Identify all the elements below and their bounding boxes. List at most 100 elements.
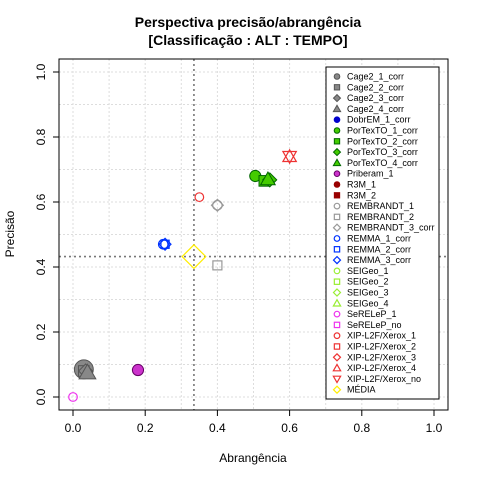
- legend-entry: XIP-L2F/Xerox_2: [333, 342, 416, 352]
- legend-marker: [333, 321, 341, 329]
- legend-entry: REMMA_2_corr: [333, 244, 411, 254]
- chart-subtitle: [Classificação : ALT : TEMPO]: [148, 32, 347, 48]
- legend-entry: R3M_1: [333, 180, 376, 190]
- data-point: [78, 363, 97, 380]
- legend-label: SeRELeP_1: [347, 309, 397, 319]
- x-tick-label: 0.4: [209, 421, 226, 435]
- x-tick-label: 0.2: [137, 421, 154, 435]
- chart-title: Perspectiva precisão/abrangência: [135, 14, 362, 30]
- legend-marker: [332, 147, 342, 157]
- legend-entry: SeRELeP_no: [333, 320, 402, 330]
- legend-marker: [333, 73, 341, 80]
- legend-entry: DobrEM_1_corr: [333, 115, 411, 125]
- legend-box: [325, 66, 440, 400]
- legend-marker: [333, 213, 341, 221]
- legend-entry: Cage2_4_corr: [332, 104, 404, 114]
- legend-entry: PorTexTO_1_corr: [333, 126, 418, 136]
- y-tick-label: 0.8: [34, 128, 48, 145]
- legend-entry: MÉDIA: [332, 385, 376, 395]
- legend-marker: [333, 84, 341, 91]
- data-point: [259, 170, 277, 186]
- legend-label: PorTexTO_2_corr: [347, 136, 418, 146]
- x-tick-label: 0.6: [281, 421, 298, 435]
- data-point: [68, 392, 78, 402]
- data-point: [212, 260, 223, 271]
- legend-marker: [333, 343, 341, 350]
- x-tick-label: 1.0: [426, 421, 443, 435]
- legend-label: SEIGeo_1: [347, 266, 389, 276]
- legend-entry: REMBRANDT_3_corr: [332, 223, 435, 233]
- legend-marker: [333, 181, 341, 188]
- legend-entry: XIP-L2F/Xerox_1: [333, 331, 416, 341]
- legend-label: XIP-L2F/Xerox_3: [347, 352, 416, 362]
- legend-entry: Cage2_3_corr: [332, 93, 404, 103]
- legend-label: PorTexTO_1_corr: [347, 126, 418, 136]
- legend-marker: [332, 385, 342, 395]
- legend-marker: [333, 278, 341, 285]
- legend-entry: Priberam_1: [333, 169, 394, 179]
- legend-label: XIP-L2F/Xerox_1: [347, 331, 416, 341]
- legend-entry: SEIGeo_2: [333, 277, 389, 287]
- legend-marker: [333, 138, 341, 145]
- legend-label: REMMA_1_corr: [347, 234, 411, 244]
- legend-label: PorTexTO_4_corr: [347, 158, 418, 168]
- legend-label: REMBRANDT_2: [347, 212, 414, 222]
- legend-entry: XIP-L2F/Xerox_3: [332, 352, 416, 362]
- legend-label: REMBRANDT_3_corr: [347, 223, 435, 233]
- data-point: [131, 363, 145, 377]
- y-tick-label: 1.0: [34, 63, 48, 80]
- x-axis-label: Abrangência: [219, 451, 287, 465]
- legend-entry: REMBRANDT_1: [333, 201, 414, 211]
- y-tick-label: 0.0: [34, 388, 48, 405]
- x-tick-label: 0.8: [353, 421, 370, 435]
- legend-label: XIP-L2F/Xerox_4: [347, 363, 416, 373]
- legend-label: R3M_2: [347, 190, 376, 200]
- legend-label: MÉDIA: [347, 385, 376, 395]
- legend-label: Cage2_2_corr: [347, 82, 404, 92]
- legend-entry: Cage2_2_corr: [333, 82, 404, 92]
- y-tick-label: 0.6: [34, 193, 48, 210]
- legend-marker: [332, 93, 342, 103]
- x-tick-label: 0.0: [65, 421, 82, 435]
- legend-marker: [332, 352, 342, 362]
- legend-entry: R3M_2: [333, 190, 376, 200]
- legend-label: Cage2_1_corr: [347, 72, 404, 82]
- legend-label: REMBRANDT_1: [347, 201, 414, 211]
- legend-label: SEIGeo_4: [347, 298, 389, 308]
- data-point: [160, 239, 170, 249]
- legend-entry: SEIGeo_1: [333, 266, 389, 276]
- legend-marker: [332, 104, 342, 113]
- legend-marker: [332, 255, 342, 265]
- legend-marker: [332, 298, 342, 307]
- legend-entry: XIP-L2F/Xerox_no: [332, 374, 421, 384]
- legend-marker: [332, 288, 342, 297]
- x-axis: 0.0 0.2 0.4 0.6 0.8 1.0: [65, 409, 443, 435]
- reference-lines: [59, 59, 448, 410]
- legend-marker: [332, 158, 342, 167]
- legend-label: REMMA_3_corr: [347, 255, 411, 265]
- legend-label: Cage2_3_corr: [347, 93, 404, 103]
- legend-marker: [333, 246, 341, 253]
- legend-entry: SeRELeP_1: [333, 309, 397, 319]
- data-point-average: [181, 243, 207, 270]
- legend-entry: Cage2_1_corr: [333, 72, 404, 82]
- y-axis-label: Precisão: [3, 210, 17, 257]
- legend-label: Cage2_4_corr: [347, 104, 404, 114]
- legend-label: REMMA_2_corr: [347, 244, 411, 254]
- legend-label: Priberam_1: [347, 169, 394, 179]
- y-axis: 0.0 0.2 0.4 0.6 0.8 1.0: [34, 63, 60, 405]
- legend-entry: REMMA_3_corr: [332, 255, 411, 265]
- legend-marker: [332, 223, 342, 233]
- legend-entry: PorTexTO_3_corr: [332, 147, 418, 157]
- data-point: [158, 237, 172, 252]
- legend-entry: PorTexTO_2_corr: [333, 136, 418, 146]
- data-point: [281, 148, 298, 163]
- legend-entry: REMBRANDT_2: [333, 212, 414, 222]
- data-point: [212, 199, 223, 211]
- legend-entry: XIP-L2F/Xerox_4: [332, 363, 416, 373]
- legend-marker: [333, 170, 341, 177]
- legend-label: SeRELeP_no: [347, 320, 402, 330]
- legend-marker: [333, 267, 341, 275]
- data-point: [194, 192, 205, 203]
